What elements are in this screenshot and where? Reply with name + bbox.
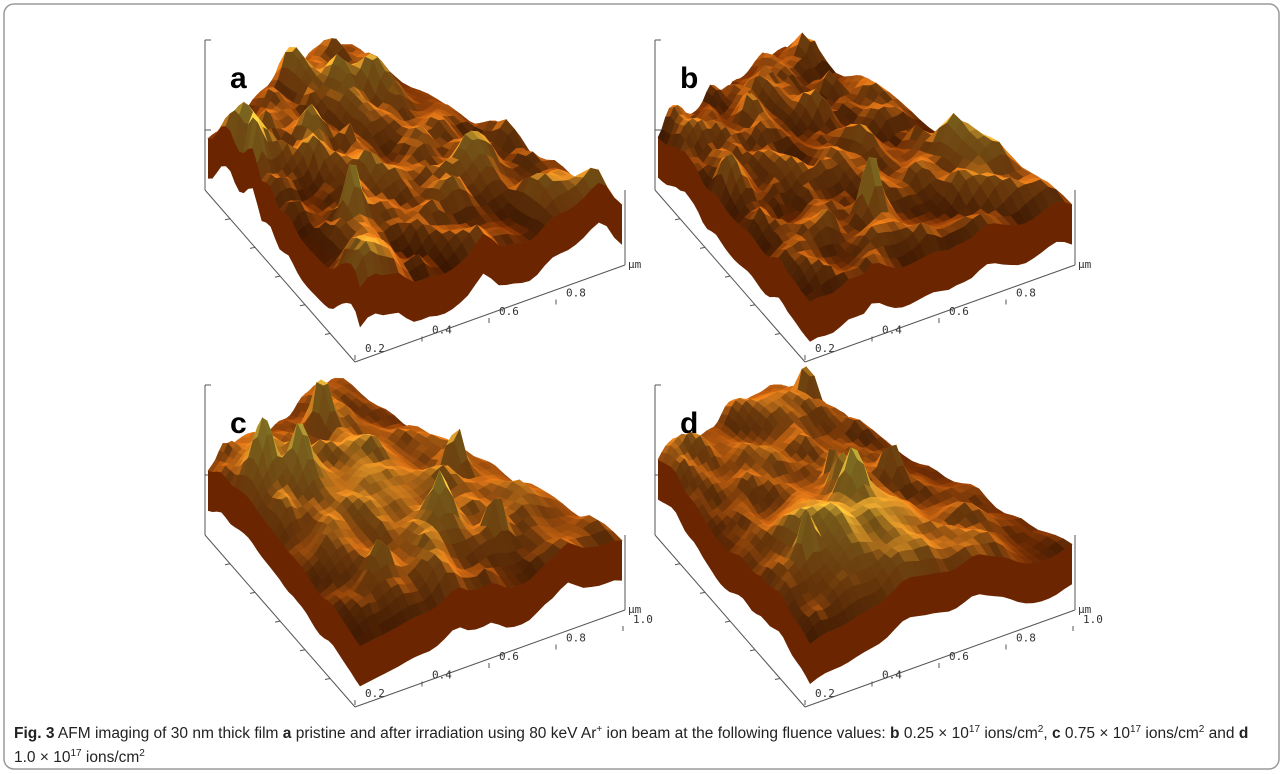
- axis-unit: µm: [1078, 258, 1092, 271]
- x-tick-label: 0.4: [432, 669, 452, 682]
- axis-line: [325, 334, 330, 335]
- axis-line: [300, 650, 305, 651]
- axis-line: [775, 679, 780, 680]
- caption: Fig. 3 AFM imaging of 30 nm thick film a…: [14, 722, 1272, 770]
- axis-line: [700, 247, 705, 248]
- caption-segment: and: [1204, 725, 1238, 742]
- axis-unit: µm: [628, 258, 642, 271]
- caption-segment: ions/cm: [82, 749, 140, 766]
- axis-line: [225, 219, 230, 220]
- axis-line: [250, 592, 255, 593]
- x-tick-label: 0.8: [1016, 287, 1036, 300]
- axis-unit: µm: [1078, 603, 1092, 616]
- axis-line: [275, 621, 280, 622]
- afm-panel: 0.20.40.60.81.0µmc: [205, 378, 653, 707]
- axis-line: [675, 219, 680, 220]
- caption-segment: d: [1239, 725, 1248, 742]
- axis-unit: µm: [628, 603, 642, 616]
- x-tick-label: 0.2: [815, 687, 835, 700]
- panel-label: b: [680, 62, 698, 95]
- caption-segment: 17: [969, 724, 980, 735]
- caption-segment: 17: [70, 748, 81, 759]
- x-tick-label: 0.6: [949, 650, 969, 663]
- axis-line: [250, 247, 255, 248]
- panel-label: d: [680, 407, 698, 440]
- x-tick-label: 0.8: [566, 287, 586, 300]
- axis-line: [275, 276, 280, 277]
- caption-segment: ion beam at the following fluence values…: [602, 725, 890, 742]
- x-tick-label: 0.4: [882, 669, 902, 682]
- afm-panel: 0.2 0.4 0.6 0.8 µm b: [655, 33, 1092, 362]
- axis-line: [725, 276, 730, 277]
- frame: [4, 4, 1279, 769]
- panel-label: c: [230, 407, 247, 440]
- x-tick-label: 0.2: [815, 342, 835, 355]
- caption-segment: 0.25 × 10: [900, 725, 969, 742]
- axis-line: [675, 564, 680, 565]
- axis-line: [225, 564, 230, 565]
- caption-segment: ions/cm: [1141, 725, 1199, 742]
- x-tick-label: 0.2: [365, 687, 385, 700]
- x-tick-label: 0.8: [1016, 632, 1036, 645]
- caption-segment: 2: [139, 748, 145, 759]
- x-tick-label: 0.6: [949, 305, 969, 318]
- caption-segment: b: [890, 725, 899, 742]
- x-tick-label: 0.4: [432, 324, 452, 337]
- axis-line: [750, 650, 755, 651]
- x-tick-label: 0.6: [499, 650, 519, 663]
- caption-segment: 1.0 × 10: [14, 749, 70, 766]
- caption-segment: AFM imaging of 30 nm thick film: [54, 725, 282, 742]
- caption-segment: ,: [1043, 725, 1052, 742]
- afm-panel: 0.2 0.4 0.6 0.8 µm a: [205, 39, 642, 362]
- caption-segment: 0.75 × 10: [1061, 725, 1130, 742]
- x-tick-label: 0.4: [882, 324, 902, 337]
- caption-segment: 17: [1130, 724, 1141, 735]
- x-tick-label: 0.6: [499, 305, 519, 318]
- afm-panel: 0.20.40.60.81.0µmd: [655, 367, 1103, 707]
- x-tick-label: 0.8: [566, 632, 586, 645]
- axis-line: [725, 621, 730, 622]
- caption-segment: pristine and after irradiation using 80 …: [291, 725, 596, 742]
- panel-label: a: [230, 62, 247, 95]
- caption-segment: Fig. 3: [14, 725, 54, 742]
- caption-segment: ions/cm: [980, 725, 1038, 742]
- x-tick-label: 0.2: [365, 342, 385, 355]
- axis-line: [775, 334, 780, 335]
- caption-segment: c: [1052, 725, 1061, 742]
- axis-line: [750, 305, 755, 306]
- axis-line: [300, 305, 305, 306]
- axis-line: [325, 679, 330, 680]
- axis-line: [700, 592, 705, 593]
